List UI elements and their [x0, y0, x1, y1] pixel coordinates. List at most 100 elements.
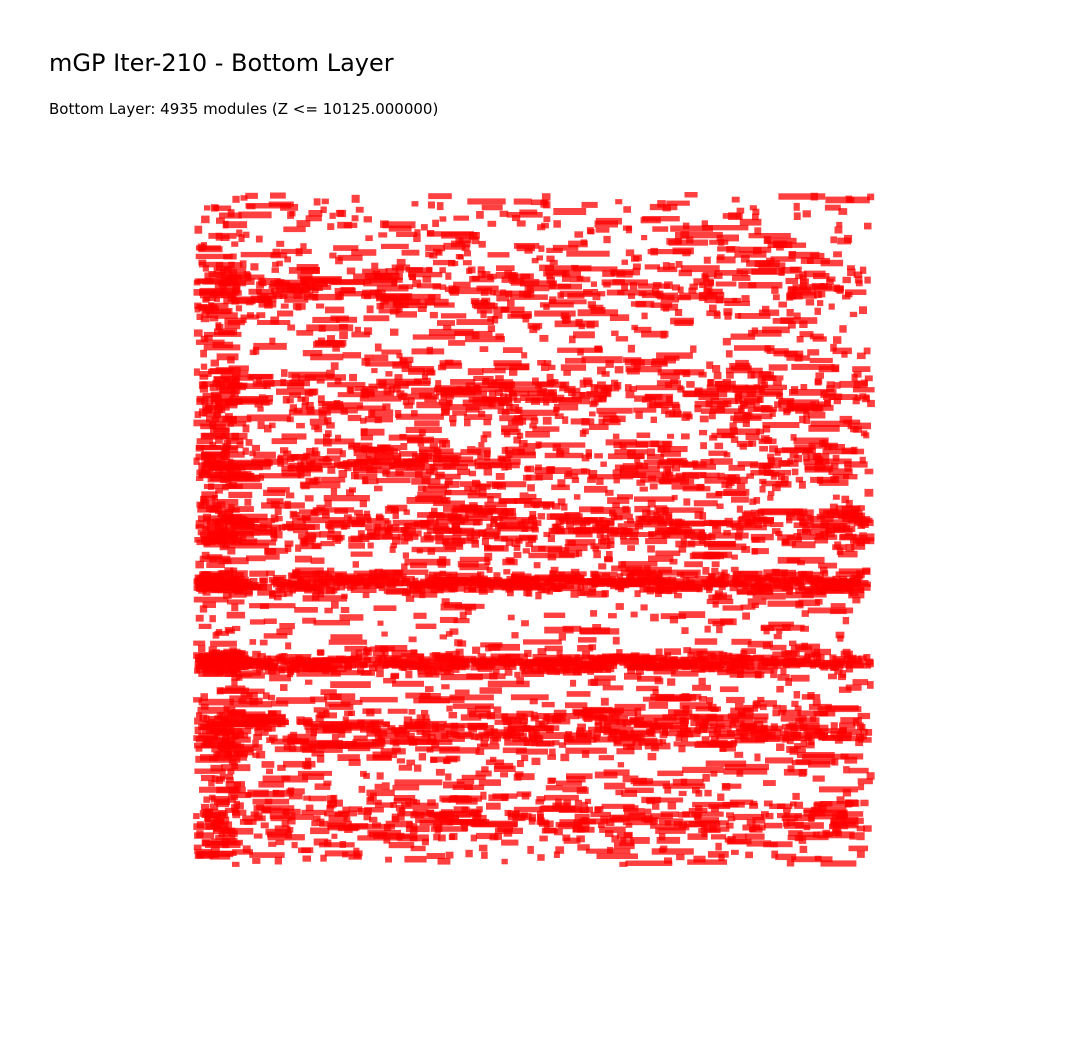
module-rect: [551, 484, 570, 491]
module-rect: [389, 308, 399, 315]
module-rect: [704, 297, 738, 304]
module-rect: [852, 718, 860, 727]
module-rect: [797, 560, 805, 566]
module-rect: [675, 734, 683, 742]
module-rect: [283, 226, 306, 233]
module-rect: [671, 656, 678, 663]
module-rect: [590, 678, 598, 686]
module-rect: [726, 838, 752, 845]
module-rect: [695, 790, 703, 797]
module-rect: [433, 572, 442, 580]
module-rect: [408, 636, 417, 643]
module-rect: [282, 285, 296, 293]
module-rect: [778, 301, 787, 308]
module-rect: [849, 832, 857, 840]
module-rect: [680, 656, 707, 663]
module-rect: [673, 369, 690, 375]
module-rect: [820, 519, 864, 525]
module-rect: [853, 426, 862, 433]
module-rect: [507, 590, 514, 597]
module-rect: [548, 299, 587, 305]
module-rect: [403, 509, 410, 515]
module-rect: [705, 760, 747, 767]
module-rect: [528, 732, 567, 739]
module-rect: [276, 657, 290, 665]
module-rect: [324, 839, 332, 847]
module-rect: [383, 838, 391, 844]
module-rect: [603, 235, 611, 244]
module-rect: [487, 316, 495, 322]
module-rect: [499, 210, 509, 217]
module-rect: [522, 725, 553, 732]
module-rect: [506, 404, 513, 411]
module-rect: [263, 633, 288, 639]
module-rect: [231, 241, 239, 247]
module-rect: [844, 289, 867, 295]
module-rect: [720, 618, 737, 626]
module-rect: [698, 530, 705, 538]
module-rect: [434, 302, 455, 308]
module-rect: [625, 249, 635, 257]
module-rect: [521, 352, 528, 359]
module-rect: [850, 509, 858, 518]
module-rect: [616, 271, 633, 278]
module-rect: [825, 196, 870, 204]
module-rect: [212, 573, 221, 581]
module-rect: [520, 670, 545, 677]
module-rect: [513, 653, 521, 660]
module-rect: [296, 220, 311, 227]
module-rect: [785, 678, 792, 686]
module-rect: [562, 274, 571, 282]
module-rect: [614, 464, 624, 471]
module-rect: [747, 598, 767, 605]
module-rect: [350, 587, 377, 593]
module-rect: [287, 733, 317, 741]
module-rect: [819, 801, 854, 807]
module-rect: [574, 654, 595, 660]
module-rect: [430, 757, 438, 763]
module-rect: [692, 684, 711, 691]
module-rect: [781, 815, 799, 822]
module-rect: [231, 432, 239, 441]
module-rect: [223, 518, 251, 525]
module-rect: [352, 561, 359, 568]
module-rect: [493, 312, 503, 319]
module-rect: [519, 534, 538, 541]
module-rect: [515, 729, 524, 737]
module-rect: [744, 519, 752, 525]
module-rect: [263, 489, 286, 496]
module-rect: [473, 303, 498, 310]
module-rect: [502, 456, 511, 462]
module-rect: [548, 283, 582, 290]
module-rect: [280, 684, 288, 691]
module-rect: [586, 590, 608, 598]
module-rect: [837, 550, 858, 558]
module-rect: [213, 267, 247, 274]
module-rect: [830, 722, 838, 730]
module-rect: [320, 854, 327, 862]
module-rect: [531, 257, 539, 264]
module-rect: [276, 697, 316, 704]
module-rect: [722, 783, 742, 789]
module-rect: [230, 584, 237, 592]
module-rect: [712, 365, 721, 373]
module-rect: [664, 281, 673, 289]
module-rect: [549, 513, 583, 520]
module-rect: [268, 725, 276, 732]
module-rect: [374, 645, 408, 652]
module-rect: [348, 442, 373, 448]
module-rect: [427, 799, 436, 806]
module-rect: [763, 800, 773, 807]
module-rect: [789, 403, 814, 410]
module-rect: [469, 710, 491, 718]
module-rect: [212, 379, 221, 387]
module-rect: [297, 718, 313, 726]
module-rect: [780, 317, 818, 324]
module-rect: [504, 739, 538, 746]
module-rect: [716, 234, 739, 242]
module-rect: [364, 327, 373, 335]
module-rect: [477, 266, 485, 273]
module-rect: [535, 473, 553, 480]
module-rect: [527, 484, 535, 492]
module-rect: [473, 814, 481, 821]
